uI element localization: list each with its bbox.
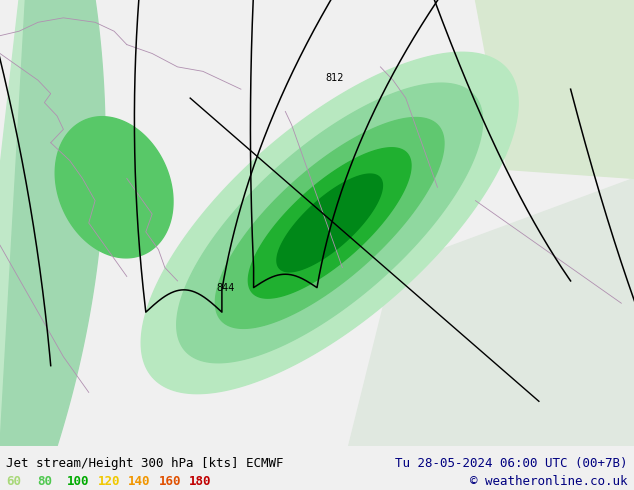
Text: 120: 120 xyxy=(98,475,120,488)
Text: 140: 140 xyxy=(128,475,150,488)
Polygon shape xyxy=(476,0,634,178)
Polygon shape xyxy=(349,178,634,446)
Text: 100: 100 xyxy=(67,475,89,488)
Polygon shape xyxy=(0,0,99,446)
Polygon shape xyxy=(277,174,382,272)
Text: 80: 80 xyxy=(37,475,52,488)
Polygon shape xyxy=(141,52,518,393)
Polygon shape xyxy=(177,83,482,363)
Text: 160: 160 xyxy=(158,475,181,488)
Text: 812: 812 xyxy=(325,73,344,83)
Text: 180: 180 xyxy=(189,475,211,488)
Text: Tu 28-05-2024 06:00 UTC (00+7B): Tu 28-05-2024 06:00 UTC (00+7B) xyxy=(395,457,628,470)
Polygon shape xyxy=(0,0,105,446)
Text: Jet stream/Height 300 hPa [kts] ECMWF: Jet stream/Height 300 hPa [kts] ECMWF xyxy=(6,457,284,470)
Text: 844: 844 xyxy=(216,283,234,293)
Polygon shape xyxy=(249,148,411,298)
Polygon shape xyxy=(55,117,173,258)
Text: © weatheronline.co.uk: © weatheronline.co.uk xyxy=(470,475,628,488)
Polygon shape xyxy=(216,118,444,328)
Text: 60: 60 xyxy=(6,475,22,488)
